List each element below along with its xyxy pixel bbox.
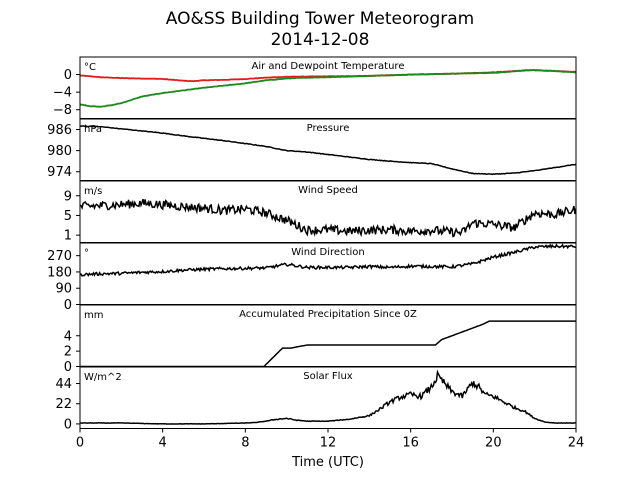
panel-3-series-line-1 <box>80 198 576 238</box>
panel-1: 0 −4 −8 °C Air and Dewpoint Temperature <box>53 56 577 119</box>
figure-title-line1: AO&SS Building Tower Meteorogram <box>166 9 474 29</box>
panel-6-series-line-1 <box>80 369 576 425</box>
x-tick-label: 24 <box>568 436 585 451</box>
y-tick-label: 0 <box>64 417 72 432</box>
y-tick-label: 0 <box>64 68 72 83</box>
panel-4-series-line-1 <box>80 243 576 277</box>
time-axis: 0 4 8 12 16 20 24 <box>76 428 585 451</box>
x-tick-label: 12 <box>320 436 337 451</box>
panel-unit-label: °C <box>84 62 96 73</box>
y-tick-label: 22 <box>55 397 72 412</box>
panel-1-series-line-2 <box>80 69 576 108</box>
x-tick-label: 8 <box>241 436 249 451</box>
panel-unit-label: W/m^2 <box>84 372 122 383</box>
y-tick-label: 974 <box>47 165 72 180</box>
y-tick-label: −8 <box>53 103 72 118</box>
panel-unit-label: hPa <box>84 124 102 135</box>
panel-5: 420 mm Accumulated Precipitation Since 0Z <box>64 304 577 375</box>
y-tick-label: 5 <box>64 209 72 224</box>
panels-group: 0−4−8°C Air and Dewpoint Temperature98698… <box>47 56 577 432</box>
x-tick-label: 20 <box>485 436 502 451</box>
panel-6: 44 22 0 W/m^2 Solar Flux <box>55 366 577 432</box>
x-tick-label: 16 <box>402 436 419 451</box>
y-tick-label: 4 <box>64 329 72 344</box>
panel-title: Pressure <box>307 123 350 134</box>
x-tick-label: 4 <box>159 436 167 451</box>
panel-2: 986 980 974 hPa Pressure <box>47 118 577 181</box>
y-tick-label: 44 <box>55 377 72 392</box>
y-tick-label: 9 <box>64 189 72 204</box>
panel-title: Wind Speed <box>298 185 358 196</box>
panel-title: Accumulated Precipitation Since 0Z <box>239 309 417 320</box>
y-tick-label: 0 <box>64 298 72 313</box>
y-tick-label: 1 <box>64 229 72 244</box>
panel-title: Air and Dewpoint Temperature <box>252 61 405 72</box>
y-tick-label: 980 <box>47 144 72 159</box>
panel-unit-label: ° <box>84 248 89 259</box>
panel-2-series-line-1 <box>80 125 576 176</box>
y-tick-label: −4 <box>53 86 72 101</box>
panel-5-series-line-1 <box>80 320 576 367</box>
panel-unit-label: m/s <box>84 186 102 197</box>
x-tick-label: 0 <box>76 436 84 451</box>
y-tick-label: 180 <box>47 265 72 280</box>
panel-title: Wind Direction <box>291 247 365 258</box>
y-tick-label: 2 <box>64 345 72 360</box>
y-tick-label: 0 <box>64 360 72 375</box>
y-tick-label: 90 <box>55 282 72 297</box>
panel-title: Solar Flux <box>303 371 353 382</box>
figure-title-line2: 2014-12-08 <box>271 30 370 50</box>
x-axis-label: Time (UTC) <box>291 455 364 470</box>
y-tick-label: 270 <box>47 249 72 264</box>
y-tick-label: 986 <box>47 123 72 138</box>
panel-3: 9 5 1 m/s Wind Speed <box>64 180 577 244</box>
panel-unit-label: mm <box>84 310 103 321</box>
